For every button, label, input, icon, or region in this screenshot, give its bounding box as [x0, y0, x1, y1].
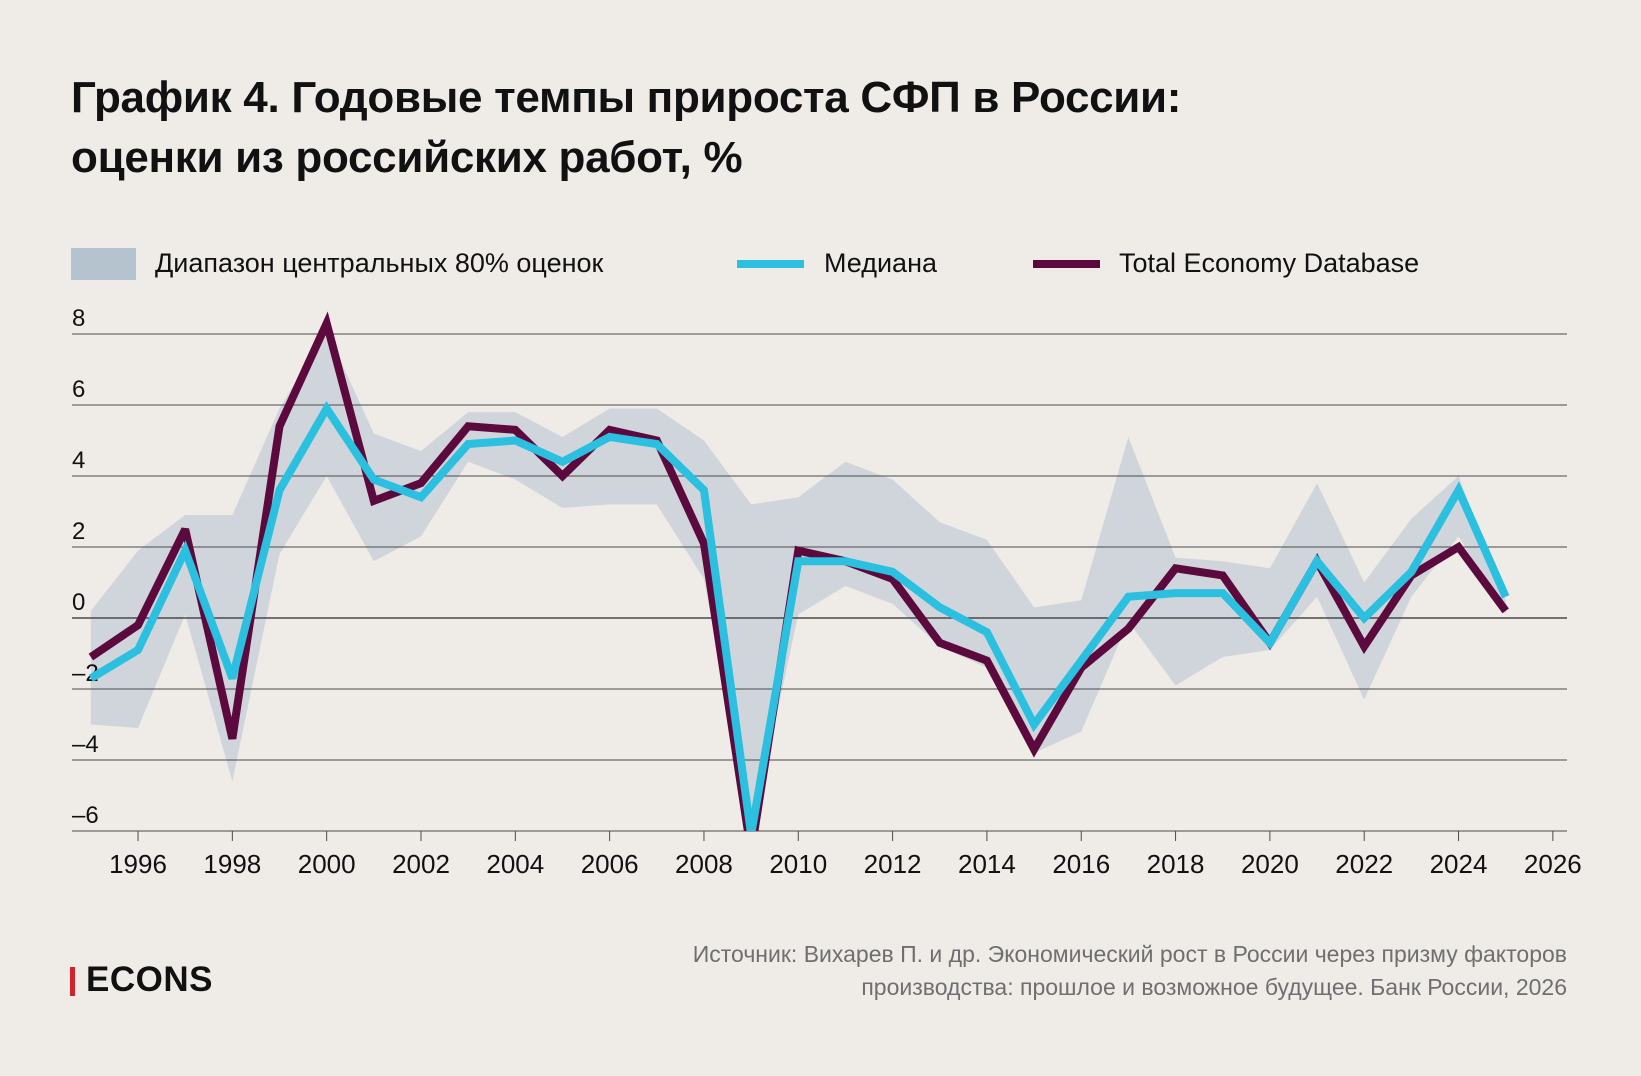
x-tick-label: 2018 [1147, 849, 1205, 879]
x-tick-label: 2024 [1430, 849, 1488, 879]
x-tick-label: 2022 [1335, 849, 1393, 879]
x-tick-label: 1996 [109, 849, 167, 879]
y-tick-label: –4 [72, 731, 99, 758]
source-line-2: производства: прошлое и возможное будуще… [861, 974, 1567, 1000]
source-note: Источник: Вихарев П. и др. Экономический… [567, 938, 1567, 1004]
logo-text: ECONS [86, 960, 213, 999]
chart-title-line-1: График 4. Годовые темпы прироста СФП в Р… [71, 73, 1182, 122]
source-line-1: Источник: Вихарев П. и др. Экономический… [692, 941, 1567, 967]
y-tick-label: 0 [72, 589, 85, 616]
y-tick-label: –6 [72, 802, 99, 829]
x-tick-label: 2020 [1241, 849, 1299, 879]
median-line [88, 400, 1510, 831]
legend-label-band: Диапазон центральных 80% оценок [155, 248, 604, 278]
x-tick-label: 2026 [1524, 849, 1582, 879]
x-tick-label: 2006 [581, 849, 639, 879]
y-tick-label: 8 [72, 305, 85, 332]
legend-swatch-median [737, 260, 804, 268]
chart-title-line-2: оценки из российских работ, % [71, 133, 743, 182]
legend-swatch-band [71, 248, 136, 280]
x-tick-label: 2010 [769, 849, 827, 879]
legend-label-median: Медиана [824, 248, 937, 278]
x-tick-label: 1998 [203, 849, 261, 879]
logo-bar [70, 967, 75, 996]
y-tick-label: 6 [72, 376, 85, 403]
x-tick-label: 2014 [958, 849, 1016, 879]
x-tick-label: 2002 [392, 849, 450, 879]
x-tick-label: 2004 [486, 849, 544, 879]
chart-title: График 4. Годовые темпы прироста СФП в Р… [71, 68, 1181, 188]
x-tick-label: 2016 [1052, 849, 1110, 879]
x-tick-label: 2000 [298, 849, 356, 879]
legend-label-ted: Total Economy Database [1119, 248, 1420, 278]
legend-swatch-ted [1033, 260, 1100, 268]
y-tick-label: 4 [72, 447, 85, 474]
x-tick-label: 2008 [675, 849, 733, 879]
y-tick-label: 2 [72, 518, 85, 545]
x-tick-label: 2012 [864, 849, 922, 879]
